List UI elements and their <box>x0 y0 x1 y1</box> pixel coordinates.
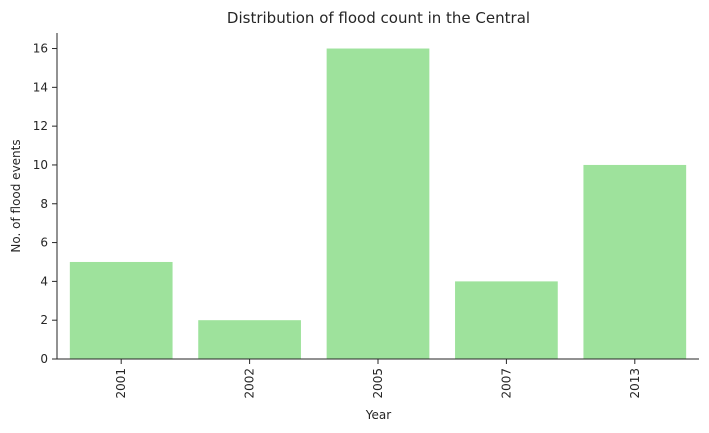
x-tick-label: 2005 <box>371 368 385 399</box>
x-axis: 2001 2002 2005 2007 2013 <box>57 358 699 399</box>
bar-2007 <box>455 281 558 359</box>
y-tick-label: 4 <box>40 274 48 288</box>
y-tick-label: 14 <box>33 80 48 94</box>
y-tick-label: 16 <box>33 42 48 56</box>
y-tick-label: 10 <box>33 158 48 172</box>
bars-group <box>69 48 687 360</box>
x-tick-label: 2001 <box>114 368 128 399</box>
y-tick-label: 8 <box>40 197 48 211</box>
bar-2005 <box>326 48 430 360</box>
y-axis-title: No. of flood events <box>9 139 23 252</box>
y-tick-label: 2 <box>40 313 48 327</box>
y-tick-label: 6 <box>40 236 48 250</box>
x-tick-label: 2002 <box>243 368 257 399</box>
y-axis: 0 2 4 6 8 10 12 14 16 <box>33 33 58 366</box>
y-tick-label: 0 <box>40 352 48 366</box>
x-axis-title: Year <box>365 408 391 422</box>
bar-2002 <box>198 320 301 359</box>
chart-title: Distribution of flood count in the Centr… <box>227 9 530 27</box>
bar-2013 <box>583 164 687 359</box>
bar-2001 <box>69 261 173 359</box>
x-tick-label: 2013 <box>628 368 642 399</box>
x-tick-label: 2007 <box>499 368 513 399</box>
y-tick-label: 12 <box>33 119 48 133</box>
